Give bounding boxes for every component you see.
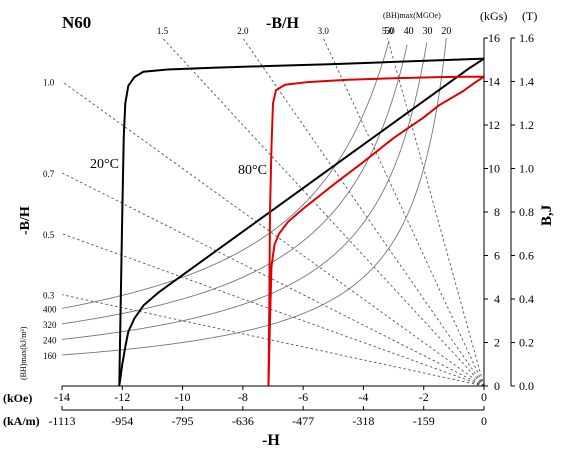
permeance-label: 5.0 <box>382 26 394 36</box>
permeance-label: 3.0 <box>318 26 330 36</box>
bottom-axis-title: -H <box>262 432 280 449</box>
permeance-label: 0.7 <box>43 169 55 179</box>
y-t-tick-label: 0.0 <box>519 379 534 393</box>
y-tick-label: 2 <box>494 336 500 350</box>
energy-product-label: 50 <box>385 26 395 37</box>
x-tick-label: -2 <box>419 390 429 404</box>
energy-product-curve <box>62 38 447 356</box>
energy-product-label: 30 <box>422 26 432 37</box>
y-t-tick-label: 0.8 <box>519 205 534 219</box>
x-kam-tick-label: -795 <box>172 414 194 428</box>
y-tick-label: 12 <box>488 118 500 132</box>
energy-product-label: 20 <box>441 26 451 37</box>
text-layer: N60 -B/H -H -B/H B,J (kOe) (kA/m) (kGs) … <box>3 9 555 449</box>
series-curve <box>267 75 484 387</box>
x-kam-tick-label: -159 <box>413 414 435 428</box>
y-t-tick-label: 1.4 <box>519 75 534 89</box>
permeance-line <box>322 38 484 386</box>
permeance-line <box>162 38 484 386</box>
energy-product-label: 40 <box>404 26 414 37</box>
energy-product-kj-label: 320 <box>43 320 57 330</box>
series-layer <box>118 57 485 387</box>
energy-product-curve <box>62 44 408 325</box>
x-kam-tick-label: -954 <box>111 414 133 428</box>
permeance-label: 0.3 <box>43 291 55 301</box>
series-curve <box>267 75 485 387</box>
y-tick-label: 6 <box>494 249 500 263</box>
x-tick-label: -12 <box>114 390 130 404</box>
x-tick-label: -14 <box>54 390 70 404</box>
series-curve <box>118 57 485 387</box>
x-tick-label: -8 <box>238 390 248 404</box>
energy-product-kj-label: 160 <box>43 351 57 361</box>
x-kam-tick-label: -636 <box>232 414 254 428</box>
series-label: 80°C <box>238 163 267 178</box>
energy-product-kj-label: 400 <box>43 304 57 314</box>
permeance-line <box>62 294 484 386</box>
permeance-label: 2.0 <box>237 26 249 36</box>
x-kam-tick-label: 0 <box>481 414 487 428</box>
axes-layer: -14 -12 -10 -8 -6 -4 -2 0 -1113 -954 -795 -636 -477 -… <box>48 31 534 428</box>
x-kam-tick-label: -318 <box>352 414 374 428</box>
y-t-tick-label: 1.0 <box>519 162 534 176</box>
y-t-tick-label: 0.2 <box>519 336 534 350</box>
permeance-line <box>387 38 484 386</box>
y-t-tick-label: 0.6 <box>519 249 534 263</box>
x-tick-label: -6 <box>298 390 308 404</box>
reference-lines-layer <box>62 38 484 386</box>
unit-kam: (kA/m) <box>3 414 40 428</box>
bhmax-kj-label: (BH)max(kJ/m³) <box>19 326 28 380</box>
y-tick-label: 14 <box>488 75 500 89</box>
bhmax-mgoe-label: (BH)max(MGOe) <box>383 11 441 20</box>
y-tick-label: 10 <box>488 162 500 176</box>
unit-kgs: (kGs) <box>480 9 507 23</box>
x-kam-tick-label: -1113 <box>48 414 75 428</box>
x-tick-label: -10 <box>175 390 191 404</box>
x-kam-tick-label: -477 <box>292 414 314 428</box>
series-curve <box>118 57 485 387</box>
energy-product-curve <box>62 42 428 340</box>
x-tick-label: -4 <box>358 390 368 404</box>
unit-koe: (kOe) <box>3 391 32 405</box>
energy-product-kj-label: 240 <box>43 335 57 345</box>
permeance-line <box>242 38 484 386</box>
x-tick-label: 0 <box>481 390 487 404</box>
permeance-line <box>62 81 484 386</box>
y-tick-label: 8 <box>494 205 500 219</box>
y-t-tick-label: 0.4 <box>519 292 534 306</box>
energy-product-curve <box>62 40 390 309</box>
permeance-label: 0.5 <box>43 230 55 240</box>
chart-title: N60 <box>62 13 91 32</box>
y-t-tick-label: 1.2 <box>519 118 534 132</box>
y-tick-label: 4 <box>494 292 500 306</box>
permeance-label: 1.0 <box>43 78 55 88</box>
permeance-label: 1.5 <box>157 26 169 36</box>
top-axis-title: -B/H <box>266 15 299 32</box>
permeance-line <box>62 172 484 386</box>
unit-t: (T) <box>522 9 537 23</box>
y-tick-label: 0 <box>494 379 500 393</box>
series-label: 20°C <box>90 157 119 172</box>
left-axis-title: -B/H <box>18 206 33 235</box>
right-axis-title: B,J <box>539 204 555 226</box>
y-tick-label: 16 <box>488 31 500 45</box>
y-t-tick-label: 1.6 <box>519 31 534 45</box>
